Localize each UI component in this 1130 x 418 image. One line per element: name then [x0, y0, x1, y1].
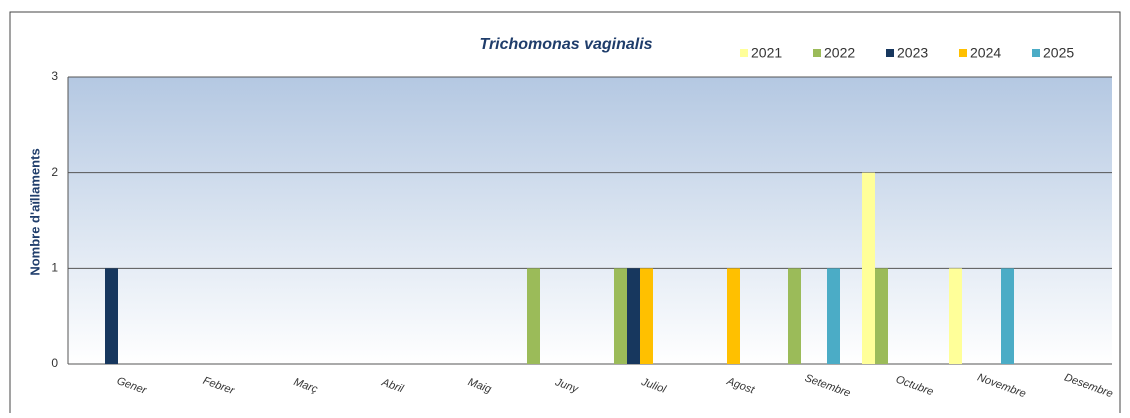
y-tick-label: 2: [51, 165, 58, 179]
legend-swatch: [813, 49, 821, 57]
legend-label: 2021: [751, 45, 782, 61]
legend-swatch: [740, 49, 748, 57]
bar: [627, 268, 640, 364]
bar: [875, 268, 888, 364]
bar: [640, 268, 653, 364]
bar: [527, 268, 540, 364]
y-tick-label: 0: [51, 356, 58, 370]
legend-label: 2025: [1043, 45, 1074, 61]
legend-swatch: [959, 49, 967, 57]
legend-swatch: [886, 49, 894, 57]
bar: [788, 268, 801, 364]
bar: [1001, 268, 1014, 364]
bar: [862, 172, 875, 364]
plot-area: [68, 77, 1112, 364]
y-tick-label: 1: [51, 261, 58, 275]
legend-label: 2022: [824, 45, 855, 61]
bar: [949, 268, 962, 364]
bar: [727, 268, 740, 364]
y-tick-label: 3: [51, 69, 58, 83]
legend-swatch: [1032, 49, 1040, 57]
legend-label: 2024: [970, 45, 1001, 61]
bar: [827, 268, 840, 364]
bar: [614, 268, 627, 364]
bar: [105, 268, 118, 364]
chart-title: Trichomonas vaginalis: [479, 36, 652, 53]
y-axis-label: Nombre d'aïllaments: [27, 148, 42, 275]
legend-label: 2023: [897, 45, 928, 61]
